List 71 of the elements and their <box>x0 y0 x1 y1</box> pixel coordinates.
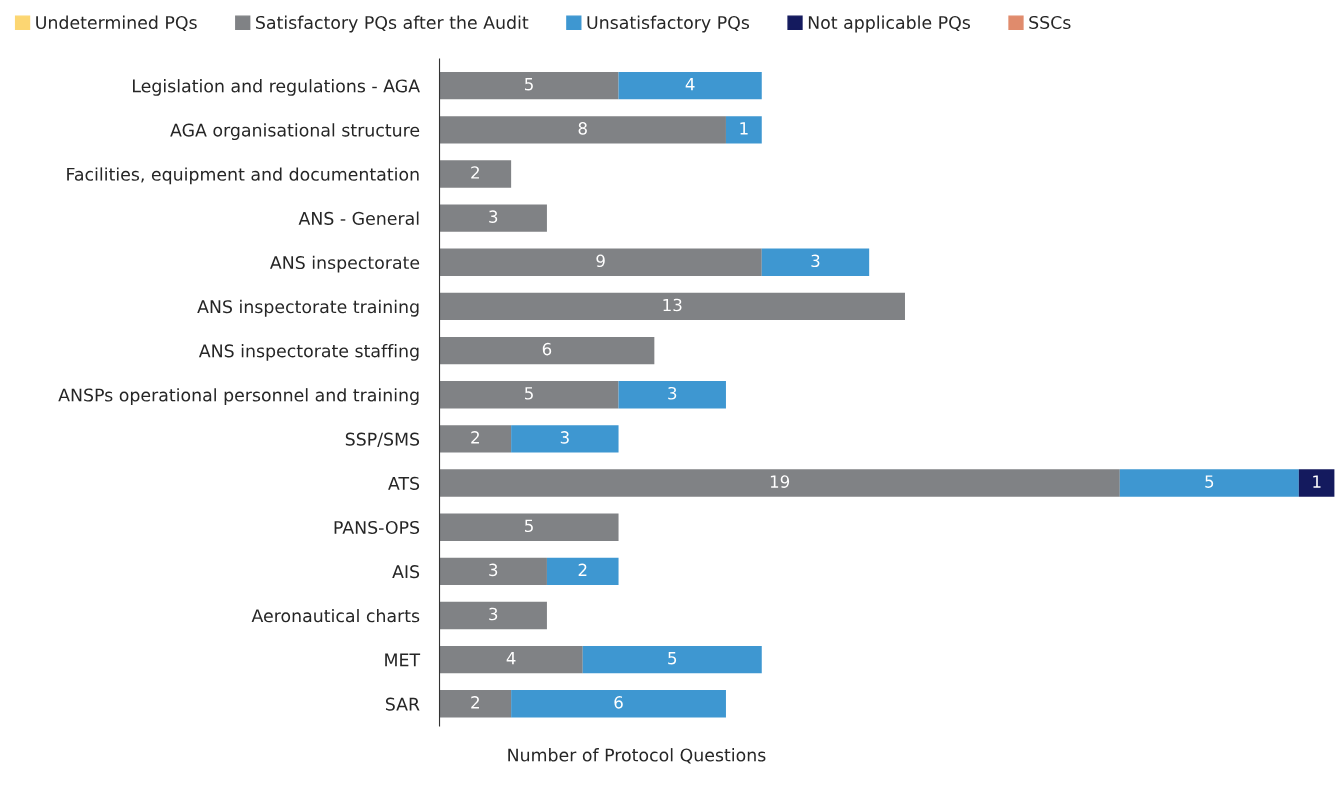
bar <box>618 381 726 409</box>
bar <box>439 601 547 630</box>
y-tick-label: ATS <box>388 476 420 490</box>
data-label: 6 <box>542 342 552 356</box>
y-tick-label: PANS-OPS <box>334 520 420 535</box>
bar <box>439 71 619 100</box>
data-label: 3 <box>668 386 677 400</box>
bar <box>439 425 512 453</box>
y-tick-label: Legislation and regulations - AGA <box>133 79 420 96</box>
bar <box>725 116 762 144</box>
data-label: 3 <box>489 607 498 621</box>
y-tick-label: ANS inspectorate staffing <box>198 343 419 361</box>
data-label: 6 <box>614 696 623 709</box>
data-label: 2 <box>471 696 479 709</box>
bar <box>439 645 583 674</box>
y-tick-label: SSP/SMS <box>345 432 420 448</box>
data-label: 3 <box>489 210 498 223</box>
data-label: 4 <box>685 78 695 91</box>
legend-label: Unsatisfactory PQs <box>587 15 750 33</box>
data-label: 1 <box>1313 475 1321 488</box>
legend-label: Satisfactory PQs after the Audit <box>256 15 529 33</box>
bar <box>439 292 905 321</box>
x-axis-title: Number of Protocol Questions <box>508 748 766 764</box>
bar <box>1119 469 1299 497</box>
y-tick-label: Facilities, equipment and documentation <box>67 167 419 185</box>
bar <box>439 116 726 144</box>
data-label: 5 <box>1205 475 1214 488</box>
data-label: 13 <box>663 298 682 312</box>
data-label: 8 <box>578 122 587 135</box>
data-label: 19 <box>770 475 790 488</box>
legend-label: Undetermined PQs <box>36 15 197 32</box>
bar <box>439 336 655 365</box>
data-label: 5 <box>668 652 677 665</box>
y-tick-label: AIS <box>392 565 420 579</box>
legend-label: SSCs <box>1029 15 1071 30</box>
bar <box>511 690 726 718</box>
bar <box>439 381 619 409</box>
y-tick-label: ANS inspectorate training <box>197 299 419 317</box>
bar <box>439 248 762 276</box>
bar <box>582 645 762 674</box>
bar <box>439 160 512 188</box>
data-label: 3 <box>560 431 569 444</box>
bar <box>439 690 512 718</box>
y-tick-label: MET <box>385 653 421 667</box>
data-label: 2 <box>471 166 479 179</box>
y-tick-label: SAR <box>385 697 420 711</box>
bar <box>439 557 547 586</box>
bar <box>618 71 762 100</box>
data-label: 4 <box>506 652 516 665</box>
data-label: 5 <box>525 78 533 91</box>
bar <box>511 425 619 453</box>
y-tick-label: AGA organisational structure <box>170 123 420 141</box>
data-label: 5 <box>525 387 533 400</box>
y-tick-label: Aeronautical charts <box>251 608 420 623</box>
data-label: 2 <box>578 563 587 576</box>
bar <box>439 469 1120 497</box>
legend-label: Not applicable PQs <box>808 15 970 33</box>
y-tick-label: ANS inspectorate <box>269 255 420 273</box>
data-label: 9 <box>596 254 605 268</box>
data-label: 2 <box>471 431 479 444</box>
y-tick-label: ANS - General <box>298 211 419 225</box>
y-tick-label: ANSPs operational personnel and training <box>58 388 419 405</box>
bar <box>546 557 619 586</box>
data-label: 5 <box>525 519 533 533</box>
bar <box>439 204 547 232</box>
data-label: 3 <box>489 563 498 577</box>
data-label: 1 <box>740 122 748 135</box>
bar <box>439 513 619 541</box>
bar <box>761 248 870 276</box>
data-label: 3 <box>811 254 820 268</box>
bar <box>1298 469 1335 497</box>
